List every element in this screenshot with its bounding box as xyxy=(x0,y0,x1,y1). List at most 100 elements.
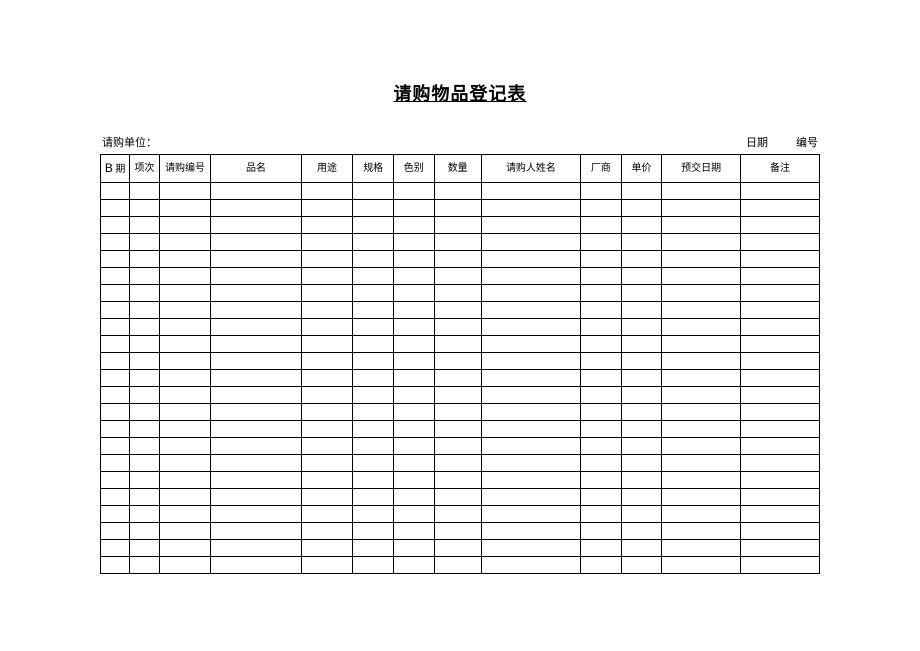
table-cell xyxy=(159,285,211,302)
table-cell xyxy=(130,472,159,489)
table-cell xyxy=(353,234,394,251)
table-cell xyxy=(581,353,622,370)
table-cell xyxy=(393,455,434,472)
table-cell xyxy=(301,489,353,506)
table-cell xyxy=(662,472,741,489)
table-cell xyxy=(662,557,741,574)
table-cell xyxy=(211,472,301,489)
table-cell xyxy=(621,234,662,251)
table-cell xyxy=(662,489,741,506)
table-cell xyxy=(101,336,130,353)
table-cell xyxy=(353,370,394,387)
column-header: 数量 xyxy=(434,155,481,183)
table-row xyxy=(101,472,820,489)
table-cell xyxy=(741,404,820,421)
table-cell xyxy=(581,438,622,455)
table-cell xyxy=(130,421,159,438)
table-cell xyxy=(621,353,662,370)
table-cell xyxy=(621,183,662,200)
table-cell xyxy=(211,387,301,404)
table-cell xyxy=(130,183,159,200)
table-cell xyxy=(301,557,353,574)
table-cell xyxy=(741,557,820,574)
table-cell xyxy=(211,200,301,217)
table-cell xyxy=(211,183,301,200)
table-cell xyxy=(211,455,301,472)
table-cell xyxy=(662,353,741,370)
table-cell xyxy=(130,200,159,217)
table-cell xyxy=(211,489,301,506)
table-cell xyxy=(393,302,434,319)
table-cell xyxy=(621,421,662,438)
table-cell xyxy=(301,506,353,523)
table-cell xyxy=(159,251,211,268)
table-cell xyxy=(581,268,622,285)
table-cell xyxy=(101,234,130,251)
table-cell xyxy=(211,421,301,438)
table-cell xyxy=(581,183,622,200)
table-cell xyxy=(434,455,481,472)
table-cell xyxy=(159,387,211,404)
table-row xyxy=(101,285,820,302)
table-cell xyxy=(621,489,662,506)
table-cell xyxy=(481,421,580,438)
table-row xyxy=(101,319,820,336)
table-cell xyxy=(434,285,481,302)
purchase-table: B 期项次请购编号品名用途规格色别数量请购人姓名厂商单价预交日期备注 xyxy=(100,154,820,574)
table-cell xyxy=(101,353,130,370)
table-cell xyxy=(393,438,434,455)
table-cell xyxy=(393,251,434,268)
table-cell xyxy=(434,217,481,234)
table-cell xyxy=(301,421,353,438)
table-row xyxy=(101,353,820,370)
table-cell xyxy=(353,217,394,234)
table-cell xyxy=(434,234,481,251)
table-cell xyxy=(353,506,394,523)
table-cell xyxy=(353,268,394,285)
table-cell xyxy=(130,455,159,472)
table-cell xyxy=(434,472,481,489)
table-cell xyxy=(130,557,159,574)
table-cell xyxy=(353,472,394,489)
table-cell xyxy=(101,319,130,336)
table-row xyxy=(101,557,820,574)
table-cell xyxy=(159,472,211,489)
table-cell xyxy=(581,404,622,421)
table-cell xyxy=(393,370,434,387)
table-cell xyxy=(662,523,741,540)
table-cell xyxy=(434,251,481,268)
table-cell xyxy=(130,353,159,370)
table-cell xyxy=(581,523,622,540)
table-cell xyxy=(581,302,622,319)
table-cell xyxy=(353,421,394,438)
table-cell xyxy=(621,336,662,353)
table-cell xyxy=(481,217,580,234)
table-cell xyxy=(130,285,159,302)
table-cell xyxy=(211,251,301,268)
table-row xyxy=(101,370,820,387)
table-cell xyxy=(211,523,301,540)
table-cell xyxy=(662,302,741,319)
table-cell xyxy=(301,540,353,557)
table-cell xyxy=(741,472,820,489)
table-cell xyxy=(130,540,159,557)
column-header: 色别 xyxy=(393,155,434,183)
meta-row: 请购单位： 日期 编号 xyxy=(100,134,820,150)
table-cell xyxy=(741,234,820,251)
table-cell xyxy=(301,523,353,540)
table-cell xyxy=(481,285,580,302)
table-cell xyxy=(481,489,580,506)
table-cell xyxy=(301,370,353,387)
column-header: 备注 xyxy=(741,155,820,183)
table-row xyxy=(101,251,820,268)
table-cell xyxy=(159,234,211,251)
table-cell xyxy=(741,251,820,268)
table-cell xyxy=(353,251,394,268)
table-cell xyxy=(101,200,130,217)
table-cell xyxy=(353,285,394,302)
table-cell xyxy=(393,540,434,557)
table-cell xyxy=(621,217,662,234)
table-cell xyxy=(130,251,159,268)
table-cell xyxy=(741,455,820,472)
table-cell xyxy=(393,353,434,370)
